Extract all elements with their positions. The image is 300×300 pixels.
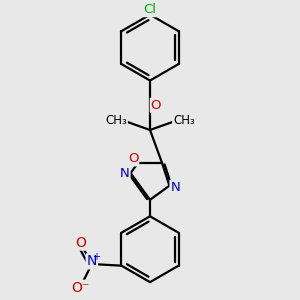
Text: N: N xyxy=(87,254,97,268)
Text: N: N xyxy=(120,167,130,180)
Text: N: N xyxy=(170,181,180,194)
Text: O: O xyxy=(128,152,138,165)
Text: +: + xyxy=(92,252,100,262)
Text: O: O xyxy=(75,236,86,250)
Text: CH₃: CH₃ xyxy=(105,114,127,127)
Text: O⁻: O⁻ xyxy=(71,281,89,295)
Text: CH₃: CH₃ xyxy=(173,114,195,127)
Text: O: O xyxy=(151,99,161,112)
Text: Cl: Cl xyxy=(143,3,157,16)
